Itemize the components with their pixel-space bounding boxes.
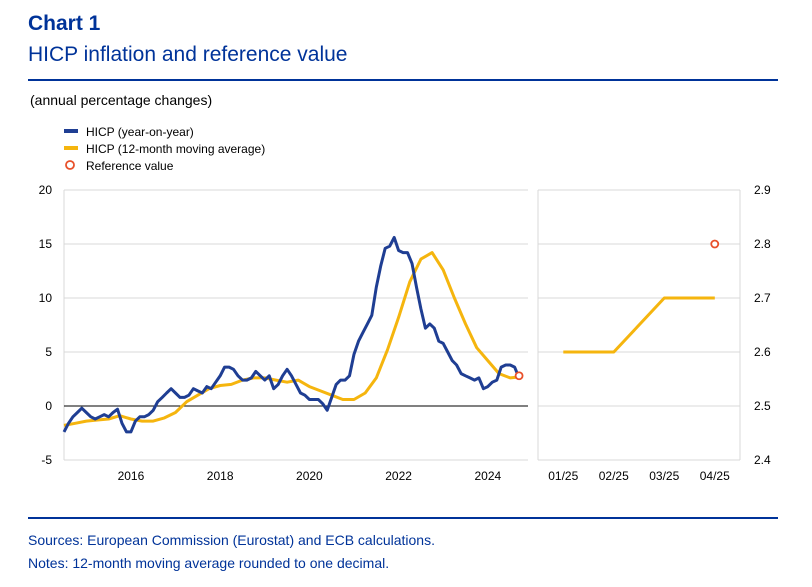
series-line-moving-average-2025 bbox=[563, 296, 715, 354]
y-tick-label: 0 bbox=[45, 399, 52, 413]
x-tick-label: 2020 bbox=[296, 469, 323, 483]
legend-label-moving-average: HICP (12-month moving average) bbox=[86, 142, 265, 156]
y-tick-label: 5 bbox=[45, 345, 52, 359]
y-tick-label: 15 bbox=[39, 237, 53, 251]
x-category-label: 04/25 bbox=[700, 469, 730, 483]
chart-number: Chart 1 bbox=[28, 12, 101, 35]
y-tick-label: -5 bbox=[41, 453, 52, 467]
reference-value-point bbox=[514, 371, 524, 381]
series-line-moving-average bbox=[63, 251, 522, 427]
bottom-rule bbox=[28, 517, 778, 519]
chart-subtitle: (annual percentage changes) bbox=[30, 92, 213, 108]
y-tick-label-right: 2.5 bbox=[754, 399, 771, 413]
reference-value-point-2025 bbox=[710, 239, 720, 249]
left-panel: 20 15 10 5 0 -5 2016 2018 2020 2022 2024 bbox=[39, 183, 528, 483]
x-tick-label: 2022 bbox=[385, 469, 412, 483]
y-tick-label-right: 2.7 bbox=[754, 291, 771, 305]
y-tick-label: 20 bbox=[39, 183, 53, 197]
legend-label-reference: Reference value bbox=[86, 159, 174, 173]
x-category-label: 01/25 bbox=[548, 469, 578, 483]
notes-note: Notes: 12-month moving average rounded t… bbox=[28, 555, 390, 571]
x-category-label: 03/25 bbox=[649, 469, 679, 483]
x-category-label: 02/25 bbox=[599, 469, 629, 483]
y-tick-label-right: 2.8 bbox=[754, 237, 771, 251]
sources-note: Sources: European Commission (Eurostat) … bbox=[28, 532, 435, 548]
x-tick-label: 2016 bbox=[118, 469, 145, 483]
series-line-hicp bbox=[62, 236, 521, 434]
y-tick-label-right: 2.4 bbox=[754, 453, 771, 467]
right-panel: 2.9 2.8 2.7 2.6 2.5 2.4 01/25 02/25 03/25 04/25 bbox=[537, 183, 771, 483]
chart-title: HICP inflation and reference value bbox=[28, 43, 348, 66]
x-tick-label: 2018 bbox=[207, 469, 234, 483]
legend: HICP (year-on-year) HICP (12-month movin… bbox=[64, 125, 265, 173]
y-tick-label-right: 2.6 bbox=[754, 345, 771, 359]
legend-marker-reference bbox=[65, 160, 75, 170]
top-rule bbox=[28, 79, 778, 81]
legend-label-hicp: HICP (year-on-year) bbox=[86, 125, 194, 139]
y-tick-label-right: 2.9 bbox=[754, 183, 771, 197]
x-tick-label: 2024 bbox=[474, 469, 501, 483]
y-tick-label: 10 bbox=[39, 291, 53, 305]
